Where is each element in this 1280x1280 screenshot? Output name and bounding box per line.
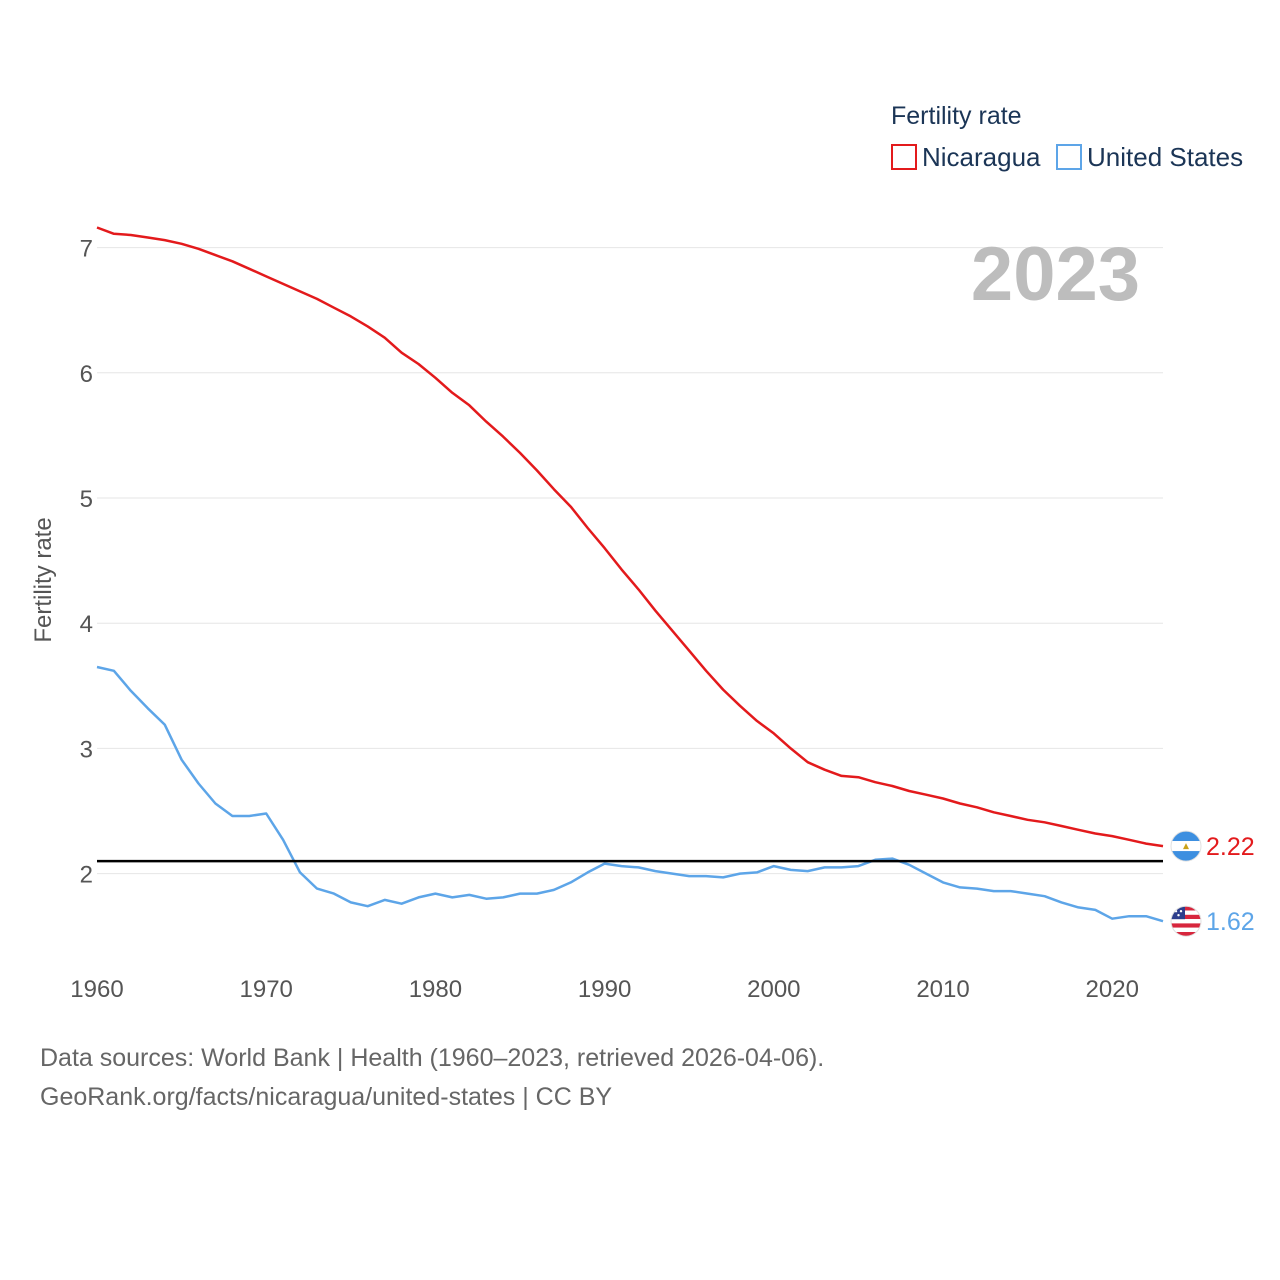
series-end-markers: 2.22 1.62 xyxy=(1170,830,1255,937)
legend-label-nicaragua: Nicaragua xyxy=(922,142,1041,172)
y-tick-label: 7 xyxy=(80,236,93,263)
end-value-label: 2.22 xyxy=(1206,833,1255,861)
x-tick-label: 1980 xyxy=(409,976,462,1003)
footer-attribution[interactable]: GeoRank.org/facts/nicaragua/united-state… xyxy=(40,1083,613,1111)
y-tick-label: 3 xyxy=(80,736,93,763)
series-line-united-states xyxy=(96,665,1164,923)
x-tick-label: 2020 xyxy=(1086,976,1139,1003)
y-axis-ticks: 2 3 4 5 6 7 xyxy=(80,236,93,889)
x-axis-ticks: 1960 1970 1980 1990 2000 2010 2020 xyxy=(70,976,1139,1003)
y-tick-label: 2 xyxy=(80,862,93,889)
x-tick-label: 1970 xyxy=(240,976,293,1003)
year-label: 2023 xyxy=(971,232,1140,317)
y-tick-label: 6 xyxy=(80,361,93,388)
footer-sources: Data sources: World Bank | Health (1960–… xyxy=(40,1044,825,1072)
series-line-nicaragua xyxy=(96,226,1164,848)
legend-item-united-states[interactable]: United States xyxy=(1056,142,1243,172)
legend-title: Fertility rate xyxy=(891,102,1022,130)
y-axis-label: Fertility rate xyxy=(30,517,57,642)
series-lines xyxy=(96,226,1164,923)
legend: Fertility rate Nicaragua United States xyxy=(891,102,1243,172)
x-tick-label: 2000 xyxy=(747,976,800,1003)
y-tick-label: 4 xyxy=(80,611,93,638)
united-states-flag-icon xyxy=(1170,905,1202,937)
x-tick-label: 1990 xyxy=(578,976,631,1003)
gridlines xyxy=(97,247,1163,875)
legend-swatch-nicaragua xyxy=(891,144,917,170)
end-value-label: 1.62 xyxy=(1206,908,1255,936)
legend-label-united-states: United States xyxy=(1087,142,1243,172)
x-tick-label: 1960 xyxy=(70,976,123,1003)
y-tick-label: 5 xyxy=(80,486,93,513)
legend-swatch-united-states xyxy=(1056,144,1082,170)
x-tick-label: 2010 xyxy=(916,976,969,1003)
nicaragua-flag-icon xyxy=(1170,830,1202,862)
legend-item-nicaragua[interactable]: Nicaragua xyxy=(891,142,1041,172)
